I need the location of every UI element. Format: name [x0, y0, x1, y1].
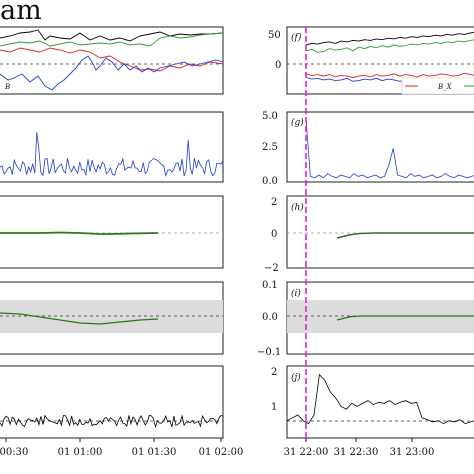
right-xtick-1: 31 22:30 [334, 447, 379, 458]
left-f-red-line [0, 47, 224, 72]
right-f-by-line [305, 39, 474, 53]
left-j-black-line [0, 414, 224, 429]
right-panel-j: (j) 2 1 [271, 365, 474, 439]
left-f-green-line [0, 32, 224, 47]
left-f-legend-b: B [4, 83, 10, 91]
right-xtick-0: 31 22:00 [284, 447, 329, 458]
right-x-axis: 31 22:00 31 22:30 31 23:00 [284, 438, 435, 458]
right-f-legend-bx: B_X [437, 83, 453, 91]
right-h-ytick-2: −2 [264, 263, 279, 274]
right-g-ytick-2: 0.0 [262, 176, 278, 187]
left-x-axis: 01 00:30 01 01:00 01 01:30 01 02:00 [0, 438, 243, 458]
right-h-ytick-0: 2 [271, 197, 277, 208]
right-f-ytick-0: 50 [268, 30, 281, 41]
left-i-green-line [0, 312, 159, 325]
right-j-ytick-1: 1 [271, 402, 277, 413]
right-g-ytick-0: 5.0 [262, 111, 278, 122]
left-panel-j [0, 365, 224, 439]
right-f-ytick-1: 0 [275, 60, 281, 71]
right-g-blue-line [305, 118, 474, 179]
right-g-panel-label: (g) [291, 117, 304, 128]
left-xtick-1: 01 01:00 [58, 447, 103, 458]
right-xtick-2: 31 23:00 [390, 447, 435, 458]
left-xtick-3: 01 02:00 [199, 447, 244, 458]
right-i-panel-label: (i) [291, 288, 301, 299]
right-h-panel-label: (h) [291, 202, 304, 213]
right-h-ytick-1: 0 [271, 229, 277, 240]
right-i-ytick-2: −0.1 [257, 347, 281, 358]
right-panel-f: (f) B_X 50 0 [268, 26, 474, 95]
left-panel-h [0, 195, 224, 269]
right-panel-h: (h) 2 0 −2 [264, 195, 474, 274]
right-f-total-line [305, 32, 474, 46]
left-f-total-line [0, 29, 224, 42]
left-panel-i [0, 281, 224, 355]
right-panel-g: (g) 5.0 2.5 0.0 [262, 111, 474, 187]
right-i-green-line [336, 315, 474, 321]
left-h-green-line [0, 231, 159, 235]
right-i-ytick-1: 0.0 [262, 312, 278, 323]
right-j-panel-label: (j) [291, 372, 301, 383]
left-xtick-0: 01 00:30 [0, 447, 28, 458]
right-i-ytick-0: 0.1 [262, 280, 278, 291]
right-g-ytick-1: 2.5 [262, 142, 278, 153]
left-g-blue-line [0, 131, 224, 178]
left-f-blue-line [0, 55, 224, 91]
right-f-panel-label: (f) [291, 32, 302, 43]
right-h-green-line [336, 232, 474, 239]
right-j-ytick-0: 2 [271, 367, 277, 378]
figure-title-fragment: am [0, 0, 42, 26]
left-xtick-2: 01 01:30 [132, 447, 177, 458]
left-panel-f: B [0, 26, 224, 95]
right-j-black-line [286, 373, 474, 425]
right-f-bx-line [305, 72, 474, 79]
right-panel-i: (i) 0.1 0.0 −0.1 [257, 280, 474, 358]
right-f-legend [401, 77, 474, 95]
left-panel-g [0, 111, 224, 183]
